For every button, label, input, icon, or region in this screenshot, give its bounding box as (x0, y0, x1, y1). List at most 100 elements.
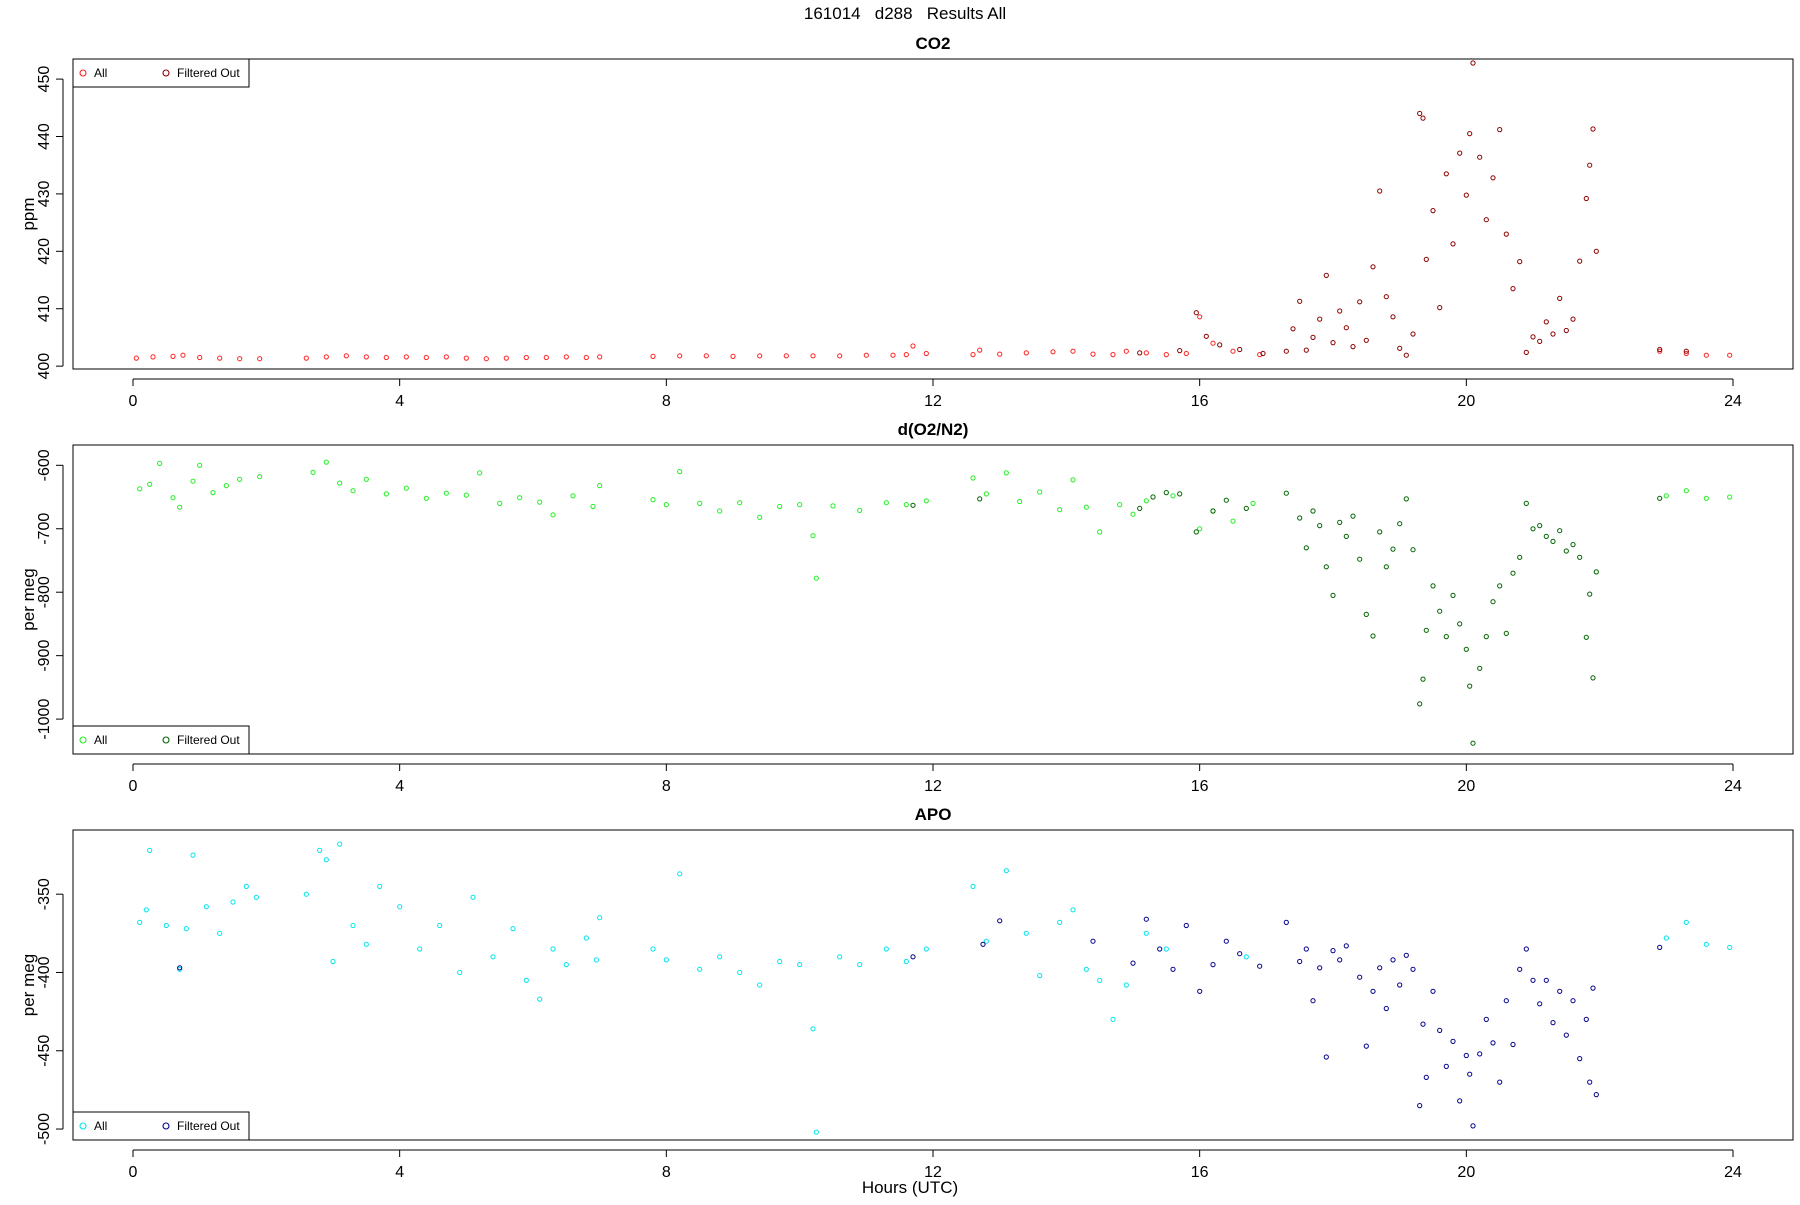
x-tick-label: 16 (1191, 778, 1209, 795)
data-point (597, 354, 603, 360)
data-point (757, 353, 763, 359)
data-point (1450, 1038, 1456, 1045)
legend-marker (162, 69, 170, 77)
data-point (1323, 564, 1329, 570)
data-point (163, 922, 169, 929)
data-point (1137, 350, 1143, 356)
x-tick-label: 4 (395, 1164, 404, 1181)
data-point (1470, 740, 1476, 746)
data-point (857, 507, 863, 513)
data-point (1303, 946, 1309, 952)
x-tick-label: 8 (662, 778, 671, 795)
data-point (1543, 319, 1549, 325)
data-point (403, 485, 409, 491)
data-point (650, 353, 656, 359)
data-point (1310, 998, 1316, 1004)
data-point (443, 490, 449, 496)
data-point (1197, 314, 1203, 320)
data-point (1070, 477, 1076, 483)
data-point (483, 356, 489, 362)
data-point (1257, 963, 1263, 969)
x-tick-label: 12 (924, 393, 942, 410)
data-point (1563, 1032, 1569, 1038)
x-tick-label: 12 (924, 778, 942, 795)
data-point (1090, 938, 1096, 944)
data-point (170, 353, 176, 359)
data-point (243, 883, 249, 890)
data-point (1577, 258, 1583, 264)
series-filtered-out (177, 916, 1663, 1129)
data-point (183, 926, 189, 932)
data-point (663, 502, 669, 508)
data-point (1503, 231, 1509, 237)
y-tick-label: 450 (36, 66, 53, 93)
data-point (857, 962, 863, 968)
data-point (1477, 665, 1483, 671)
data-point (1197, 526, 1203, 532)
data-point (1330, 948, 1336, 954)
legend-label: Filtered Out (177, 1119, 240, 1133)
data-point (1403, 352, 1409, 358)
panel-title: APO (915, 805, 952, 824)
data-point (1170, 966, 1176, 972)
data-point (310, 469, 316, 475)
data-point (1003, 470, 1009, 476)
data-point (237, 356, 243, 362)
data-point (1210, 508, 1216, 514)
series-all (137, 841, 1733, 1135)
y-tick-label: 440 (36, 123, 53, 150)
data-point (537, 996, 543, 1002)
data-point (1467, 131, 1473, 137)
data-point (1703, 941, 1709, 947)
data-point (437, 922, 443, 929)
data-point (1150, 494, 1156, 500)
data-point (1550, 1020, 1556, 1026)
data-point (133, 355, 139, 361)
data-point (1727, 944, 1733, 951)
data-point (323, 857, 329, 863)
data-point (137, 486, 143, 492)
data-point (343, 353, 349, 359)
x-tick-label: 16 (1191, 393, 1209, 410)
data-point (1337, 519, 1343, 526)
y-tick-label: 420 (36, 238, 53, 265)
data-point (363, 354, 369, 360)
data-point (983, 491, 989, 497)
legend-label: All (94, 733, 107, 747)
data-point (1437, 1027, 1443, 1034)
data-point (1510, 286, 1516, 292)
x-tick-label: 4 (395, 778, 404, 795)
data-point (1090, 351, 1096, 357)
data-point (517, 495, 523, 501)
data-point (1323, 272, 1329, 278)
y-tick-label: -700 (36, 513, 53, 545)
data-point (1143, 350, 1149, 356)
data-point (257, 474, 263, 480)
data-point (1563, 548, 1569, 554)
data-point (1577, 1056, 1583, 1062)
data-point (1023, 350, 1029, 356)
data-point (157, 460, 163, 466)
data-point (1317, 316, 1323, 322)
data-point (1117, 502, 1123, 508)
plot-frame (72, 829, 1794, 1141)
data-point (910, 343, 916, 349)
x-tick-label: 12 (924, 1164, 942, 1181)
data-point (1470, 1123, 1476, 1129)
data-point (1593, 569, 1599, 575)
data-point (1343, 943, 1349, 949)
data-point (1420, 1021, 1426, 1027)
data-point (323, 354, 329, 360)
data-point (1057, 507, 1063, 513)
data-point (1550, 331, 1556, 337)
chart-panel-3: APO 0 4 8 12 16 20 24 -500 -450 -400 -350 per meg All… (19, 805, 1794, 1181)
data-point (1563, 327, 1569, 334)
data-point (1530, 977, 1536, 983)
data-point (783, 353, 789, 359)
data-point (190, 852, 196, 858)
data-point (210, 490, 216, 496)
data-point (197, 462, 203, 468)
data-point (1283, 919, 1289, 926)
data-point (317, 847, 323, 854)
data-point (1443, 634, 1449, 640)
